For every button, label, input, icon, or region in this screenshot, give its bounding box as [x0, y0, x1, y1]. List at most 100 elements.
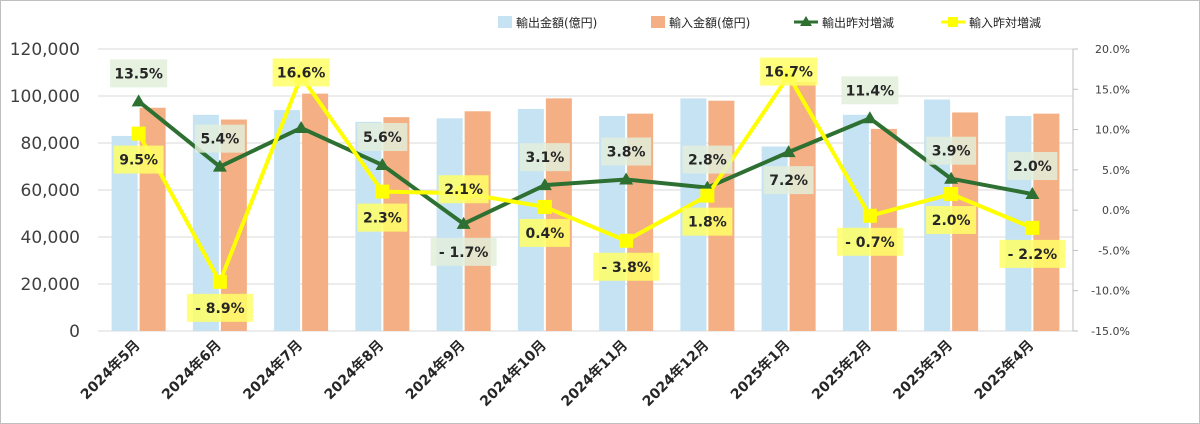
import-yoy-label-bg [999, 239, 1066, 268]
legend-swatch [651, 16, 665, 28]
legend-swatch [498, 16, 512, 28]
export-yoy-point [1025, 187, 1040, 200]
right-tick-label: -15.0% [1091, 325, 1130, 338]
export-yoy-label: 5.4% [200, 132, 239, 148]
import-yoy-point [944, 187, 959, 202]
import-yoy-label: 16.6% [277, 65, 326, 81]
import-yoy-label: - 2.2% [1008, 247, 1058, 263]
import-yoy-point [537, 199, 552, 214]
right-tick-label: 0.0% [1102, 204, 1130, 217]
x-tick-label: 2025年1月 [727, 337, 793, 403]
export-yoy-point [212, 159, 227, 172]
right-tick-label: 5.0% [1102, 164, 1130, 177]
import-yoy-label: 0.4% [525, 226, 564, 242]
right-axis: -15.0% -10.0% -5.0% 0.0% 5.0% 10.0% 15.0% 20.0% [1073, 43, 1130, 338]
import-yoy-label-bg [593, 252, 660, 281]
x-axis: 2024年5月 2024年6月 2024年7月 2024年8月 2024年9月 2024年… [77, 337, 1037, 410]
import-yoy-point [212, 274, 227, 289]
import-yoy-label-bg [519, 218, 570, 247]
export-yoy-point [781, 145, 796, 158]
left-axis: 0 20,000 40,000 60,000 80,000 100,000 120,000 [10, 40, 80, 342]
export-yoy-label-bg [926, 136, 977, 165]
export-yoy-label: 7.2% [769, 173, 808, 189]
import-yoy-label: 1.8% [688, 215, 727, 231]
x-tick-label: 2025年4月 [971, 337, 1037, 403]
legend-marker [800, 16, 812, 26]
import-yoy-label: - 3.8% [601, 260, 651, 276]
right-tick-label: -10.0% [1091, 285, 1130, 298]
import-yoy-point [1025, 220, 1040, 235]
import-yoy-point [700, 188, 715, 203]
import-yoy-label-bg [682, 207, 733, 236]
legend-label: 輸出金額(億円) [516, 15, 597, 30]
export-yoy-label: 11.4% [846, 83, 895, 99]
right-tick-label: 20.0% [1095, 43, 1130, 56]
import-yoy-label-bg [438, 175, 489, 204]
left-tick-label: 80,000 [21, 134, 80, 154]
export-yoy-label-bg [1007, 152, 1058, 181]
legend: 輸出金額(億円) 輸入金額(億円) 輸出昨対増減 輸入昨対増減 [498, 15, 1041, 30]
right-tick-label: 10.0% [1095, 124, 1130, 137]
export-yoy-point [537, 178, 552, 191]
export-bar [274, 110, 301, 331]
export-yoy-point [375, 158, 390, 171]
x-tick-label: 2024年5月 [77, 337, 143, 403]
import-yoy-label: - 8.9% [195, 301, 245, 317]
export-yoy-label: 2.0% [1013, 159, 1052, 175]
export-yoy-label-bg [682, 145, 733, 174]
legend-label: 輸入昨対増減 [969, 15, 1041, 30]
x-tick-label: 2024年10月 [477, 337, 550, 410]
export-yoy-line [137, 99, 1033, 226]
export-yoy-label-bg [357, 123, 408, 152]
import-yoy-label-bg [760, 57, 818, 86]
export-yoy-label-bg [430, 237, 497, 266]
export-yoy-label: 3.9% [932, 144, 971, 160]
legend-marker [948, 17, 958, 27]
export-bar [436, 118, 463, 331]
import-yoy-point [862, 208, 877, 223]
export-yoy-label: 13.5% [114, 66, 163, 82]
x-tick-label: 2024年12月 [639, 337, 712, 410]
legend-label: 輸出昨対増減 [822, 15, 894, 30]
export-bar [842, 114, 869, 331]
right-tick-label: 15.0% [1095, 83, 1130, 96]
export-yoy-label: 3.1% [525, 150, 564, 166]
data-labels: 13.5% 5.4% 5.6% - 1.7% 3.1% 3.8% 2.8% 7.2% 11.4%… [110, 57, 1066, 322]
export-yoy-label-bg [519, 143, 570, 172]
export-yoy-point [619, 172, 634, 185]
import-yoy-label-bg [113, 145, 164, 174]
export-yoy-label-bg [841, 76, 899, 105]
import-yoy-label: 2.0% [932, 213, 971, 229]
import-yoy-label: 2.3% [363, 211, 402, 227]
import-yoy-label: - 0.7% [845, 235, 895, 251]
import-yoy-label: 16.7% [764, 65, 813, 81]
export-yoy-label: - 1.7% [439, 245, 489, 261]
import-yoy-label-bg [357, 203, 408, 232]
x-tick-label: 2024年6月 [158, 337, 224, 403]
bar-series [111, 81, 1060, 332]
export-yoy-point [862, 111, 877, 124]
import-yoy-label-bg [272, 58, 330, 87]
export-yoy-label-bg [763, 166, 814, 195]
left-tick-label: 60,000 [21, 181, 80, 201]
export-yoy-label-bg [601, 137, 652, 166]
line-series [131, 68, 1040, 289]
import-yoy-label: 2.1% [444, 182, 483, 198]
export-yoy-point [294, 120, 309, 133]
left-tick-label: 0 [69, 322, 80, 342]
export-yoy-point [944, 171, 959, 184]
left-tick-label: 100,000 [10, 87, 80, 107]
x-tick-label: 2024年9月 [402, 337, 468, 403]
x-tick-label: 2024年8月 [321, 337, 387, 403]
x-tick-label: 2024年7月 [240, 337, 306, 403]
import-yoy-point [619, 233, 634, 248]
x-tick-label: 2025年2月 [808, 337, 874, 403]
import-yoy-point [375, 184, 390, 199]
export-yoy-label: 5.6% [363, 130, 402, 146]
export-yoy-point [456, 216, 471, 229]
export-yoy-label: 2.8% [688, 153, 727, 169]
import-bar [789, 81, 816, 332]
import-yoy-line [136, 73, 1034, 284]
x-tick-label: 2025年3月 [890, 337, 956, 403]
export-yoy-label: 3.8% [607, 145, 646, 161]
